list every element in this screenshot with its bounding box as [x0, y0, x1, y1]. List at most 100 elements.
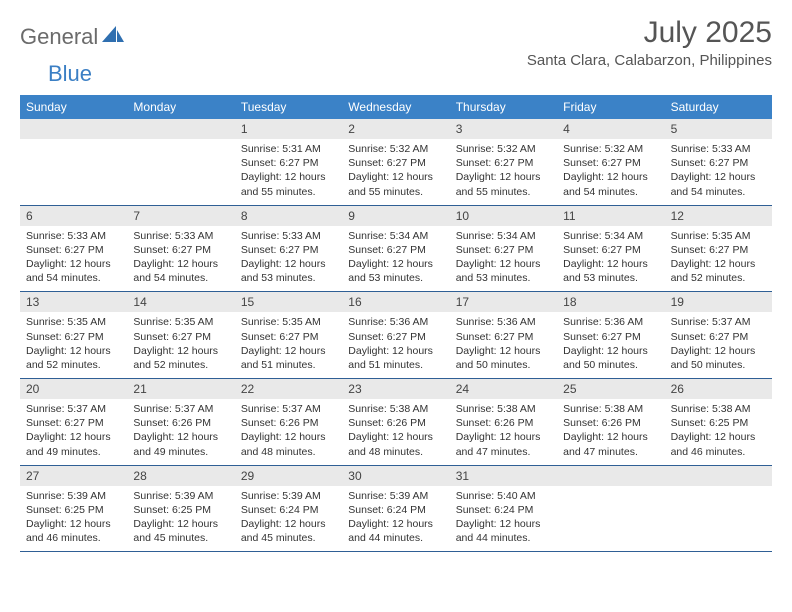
- day-number: 25: [557, 379, 664, 399]
- sunset-line: Sunset: 6:24 PM: [456, 503, 551, 517]
- sunrise-line: Sunrise: 5:33 AM: [133, 229, 228, 243]
- brand-text-1: General: [20, 24, 98, 50]
- daynum-band: 13141516171819: [20, 292, 772, 312]
- day-number: 6: [20, 206, 127, 226]
- sunrise-line: Sunrise: 5:34 AM: [456, 229, 551, 243]
- day-number: 20: [20, 379, 127, 399]
- sunset-line: Sunset: 6:26 PM: [563, 416, 658, 430]
- week-block: 12345Sunrise: 5:31 AMSunset: 6:27 PMDayl…: [20, 119, 772, 206]
- sunrise-line: Sunrise: 5:35 AM: [26, 315, 121, 329]
- daylight-line: Daylight: 12 hours and 54 minutes.: [671, 170, 766, 198]
- daylight-line: Daylight: 12 hours and 44 minutes.: [456, 517, 551, 545]
- day-number: 1: [235, 119, 342, 139]
- sail-icon: [102, 26, 124, 49]
- daycells-row: Sunrise: 5:37 AMSunset: 6:27 PMDaylight:…: [20, 399, 772, 465]
- sunset-line: Sunset: 6:26 PM: [241, 416, 336, 430]
- week-block: 20212223242526Sunrise: 5:37 AMSunset: 6:…: [20, 379, 772, 466]
- weekday-header-row: SundayMondayTuesdayWednesdayThursdayFrid…: [20, 95, 772, 119]
- sunset-line: Sunset: 6:27 PM: [241, 156, 336, 170]
- day-cell: Sunrise: 5:37 AMSunset: 6:26 PMDaylight:…: [235, 399, 342, 465]
- daylight-line: Daylight: 12 hours and 48 minutes.: [348, 430, 443, 458]
- sunrise-line: Sunrise: 5:39 AM: [133, 489, 228, 503]
- sunset-line: Sunset: 6:25 PM: [133, 503, 228, 517]
- weekday-cell: Tuesday: [235, 95, 342, 119]
- sunset-line: Sunset: 6:27 PM: [241, 243, 336, 257]
- day-number: 4: [557, 119, 664, 139]
- day-cell: Sunrise: 5:39 AMSunset: 6:25 PMDaylight:…: [127, 486, 234, 552]
- sunset-line: Sunset: 6:27 PM: [456, 243, 551, 257]
- day-cell: [557, 486, 664, 552]
- day-cell: Sunrise: 5:38 AMSunset: 6:26 PMDaylight:…: [557, 399, 664, 465]
- day-cell: Sunrise: 5:32 AMSunset: 6:27 PMDaylight:…: [557, 139, 664, 205]
- weekday-cell: Saturday: [665, 95, 772, 119]
- sunset-line: Sunset: 6:27 PM: [26, 330, 121, 344]
- sunset-line: Sunset: 6:27 PM: [133, 243, 228, 257]
- daylight-line: Daylight: 12 hours and 46 minutes.: [26, 517, 121, 545]
- daylight-line: Daylight: 12 hours and 50 minutes.: [671, 344, 766, 372]
- brand-logo: General: [20, 16, 126, 50]
- day-number: 10: [450, 206, 557, 226]
- day-cell: Sunrise: 5:35 AMSunset: 6:27 PMDaylight:…: [127, 312, 234, 378]
- day-cell: Sunrise: 5:38 AMSunset: 6:26 PMDaylight:…: [342, 399, 449, 465]
- day-cell: Sunrise: 5:34 AMSunset: 6:27 PMDaylight:…: [342, 226, 449, 292]
- day-cell: Sunrise: 5:39 AMSunset: 6:24 PMDaylight:…: [342, 486, 449, 552]
- sunrise-line: Sunrise: 5:37 AM: [671, 315, 766, 329]
- daylight-line: Daylight: 12 hours and 53 minutes.: [563, 257, 658, 285]
- daylight-line: Daylight: 12 hours and 55 minutes.: [348, 170, 443, 198]
- day-cell: Sunrise: 5:39 AMSunset: 6:25 PMDaylight:…: [20, 486, 127, 552]
- day-cell: Sunrise: 5:35 AMSunset: 6:27 PMDaylight:…: [665, 226, 772, 292]
- day-number: [20, 119, 127, 139]
- day-number: 30: [342, 466, 449, 486]
- day-number: 13: [20, 292, 127, 312]
- day-cell: Sunrise: 5:34 AMSunset: 6:27 PMDaylight:…: [450, 226, 557, 292]
- daylight-line: Daylight: 12 hours and 52 minutes.: [133, 344, 228, 372]
- day-cell: Sunrise: 5:36 AMSunset: 6:27 PMDaylight:…: [342, 312, 449, 378]
- brand-text-2: Blue: [48, 61, 92, 87]
- day-cell: Sunrise: 5:33 AMSunset: 6:27 PMDaylight:…: [127, 226, 234, 292]
- day-cell: Sunrise: 5:33 AMSunset: 6:27 PMDaylight:…: [235, 226, 342, 292]
- daynum-band: 2728293031: [20, 466, 772, 486]
- weekday-cell: Thursday: [450, 95, 557, 119]
- weeks-container: 12345Sunrise: 5:31 AMSunset: 6:27 PMDayl…: [20, 119, 772, 552]
- week-block: 13141516171819Sunrise: 5:35 AMSunset: 6:…: [20, 292, 772, 379]
- day-cell: Sunrise: 5:40 AMSunset: 6:24 PMDaylight:…: [450, 486, 557, 552]
- daylight-line: Daylight: 12 hours and 50 minutes.: [563, 344, 658, 372]
- day-number: 5: [665, 119, 772, 139]
- sunset-line: Sunset: 6:27 PM: [348, 156, 443, 170]
- day-number: 11: [557, 206, 664, 226]
- day-number: [127, 119, 234, 139]
- sunrise-line: Sunrise: 5:33 AM: [671, 142, 766, 156]
- daynum-band: 20212223242526: [20, 379, 772, 399]
- day-cell: Sunrise: 5:37 AMSunset: 6:27 PMDaylight:…: [665, 312, 772, 378]
- daylight-line: Daylight: 12 hours and 49 minutes.: [26, 430, 121, 458]
- sunrise-line: Sunrise: 5:38 AM: [348, 402, 443, 416]
- sunrise-line: Sunrise: 5:36 AM: [456, 315, 551, 329]
- sunrise-line: Sunrise: 5:39 AM: [348, 489, 443, 503]
- weekday-cell: Wednesday: [342, 95, 449, 119]
- daylight-line: Daylight: 12 hours and 47 minutes.: [563, 430, 658, 458]
- sunrise-line: Sunrise: 5:32 AM: [456, 142, 551, 156]
- sunrise-line: Sunrise: 5:32 AM: [563, 142, 658, 156]
- location-text: Santa Clara, Calabarzon, Philippines: [527, 52, 772, 69]
- daylight-line: Daylight: 12 hours and 45 minutes.: [133, 517, 228, 545]
- daylight-line: Daylight: 12 hours and 50 minutes.: [456, 344, 551, 372]
- sunrise-line: Sunrise: 5:31 AM: [241, 142, 336, 156]
- daylight-line: Daylight: 12 hours and 53 minutes.: [456, 257, 551, 285]
- daylight-line: Daylight: 12 hours and 53 minutes.: [241, 257, 336, 285]
- daycells-row: Sunrise: 5:39 AMSunset: 6:25 PMDaylight:…: [20, 486, 772, 552]
- day-number: 21: [127, 379, 234, 399]
- day-number: 15: [235, 292, 342, 312]
- day-cell: Sunrise: 5:32 AMSunset: 6:27 PMDaylight:…: [450, 139, 557, 205]
- day-cell: Sunrise: 5:38 AMSunset: 6:26 PMDaylight:…: [450, 399, 557, 465]
- sunset-line: Sunset: 6:27 PM: [671, 156, 766, 170]
- day-number: 8: [235, 206, 342, 226]
- sunrise-line: Sunrise: 5:37 AM: [241, 402, 336, 416]
- day-number: 19: [665, 292, 772, 312]
- daylight-line: Daylight: 12 hours and 55 minutes.: [456, 170, 551, 198]
- sunset-line: Sunset: 6:27 PM: [456, 156, 551, 170]
- day-number: 7: [127, 206, 234, 226]
- day-number: 26: [665, 379, 772, 399]
- daylight-line: Daylight: 12 hours and 49 minutes.: [133, 430, 228, 458]
- daylight-line: Daylight: 12 hours and 52 minutes.: [26, 344, 121, 372]
- sunset-line: Sunset: 6:27 PM: [671, 330, 766, 344]
